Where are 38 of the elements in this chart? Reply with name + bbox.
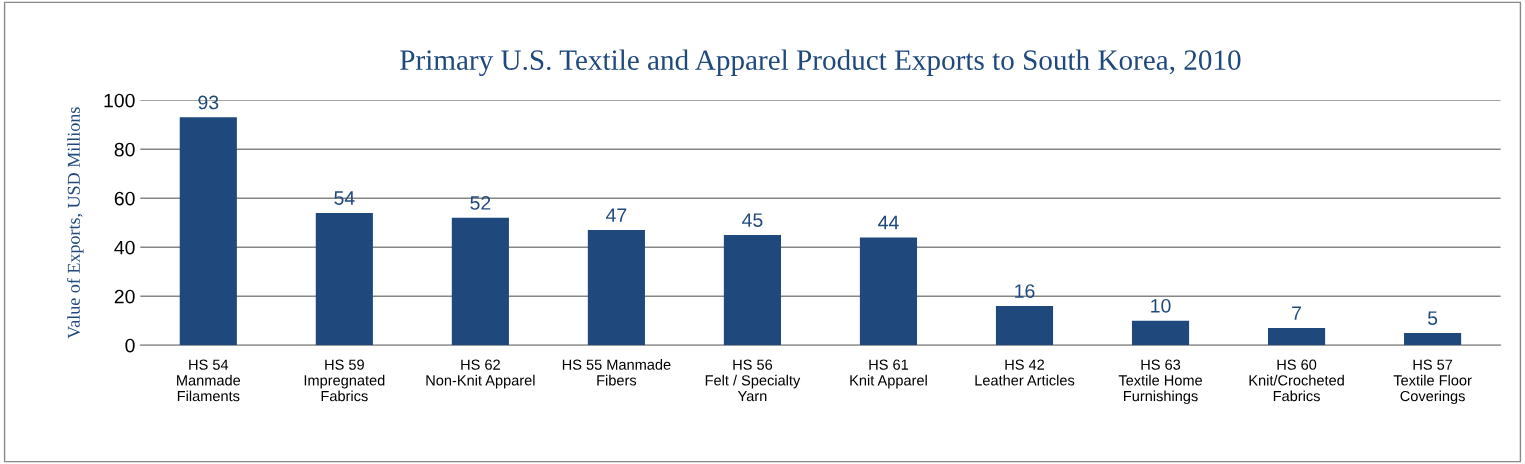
x-tick-label: HS 42 Leather Articles xyxy=(975,359,1075,386)
x-tick-label: HS 59 Impregnated Fabrics xyxy=(304,359,385,402)
data-label: 52 xyxy=(470,196,491,210)
bar xyxy=(723,234,781,346)
bar xyxy=(859,237,918,346)
y-tick-label: 60 xyxy=(114,191,135,206)
y-axis-title: Value of Exports, USD Millions xyxy=(67,107,84,339)
data-label: 44 xyxy=(878,215,899,230)
y-tick-label: 40 xyxy=(114,240,135,255)
y-tick-label: 80 xyxy=(114,142,135,157)
data-label: 5 xyxy=(1427,311,1438,325)
data-label: 47 xyxy=(606,208,627,222)
x-tick-label: HS 56 Felt / Specialty Yarn xyxy=(705,359,801,402)
bar xyxy=(1267,328,1326,346)
bar xyxy=(995,306,1054,346)
data-label: 10 xyxy=(1151,298,1171,313)
x-tick-label: HS 60 Knit/Crocheted Fabrics xyxy=(1249,359,1344,402)
bar xyxy=(587,230,645,346)
data-label: 93 xyxy=(198,95,219,110)
y-tick-label: 100 xyxy=(104,93,135,108)
bar xyxy=(1131,320,1190,346)
x-tick-label: HS 61 Knit Apparel xyxy=(850,359,927,389)
bar xyxy=(1404,332,1462,346)
bar xyxy=(451,217,509,346)
data-label: 45 xyxy=(742,213,763,227)
y-tick-label: 0 xyxy=(125,338,135,353)
data-label: 7 xyxy=(1292,306,1301,320)
x-tick-label: HS 54 Manmade Filaments xyxy=(177,359,241,402)
data-label: 16 xyxy=(1015,284,1035,299)
chart-title: Primary U.S. Textile and Apparel Product Exports to South Korea, 2010 xyxy=(400,49,1241,76)
bar xyxy=(179,117,237,346)
y-tick-label: 20 xyxy=(114,289,135,304)
x-tick-label: HS 63 Textile Home Furnishings xyxy=(1118,359,1203,405)
x-tick-label: HS 57 Textile Floor Coverings xyxy=(1393,359,1472,405)
data-label: 54 xyxy=(334,191,355,205)
x-tick-label: HS 55 Manmade Fibers xyxy=(562,359,671,386)
x-tick-label: HS 62 Non-Knit Apparel xyxy=(426,359,535,389)
bar xyxy=(315,212,373,346)
